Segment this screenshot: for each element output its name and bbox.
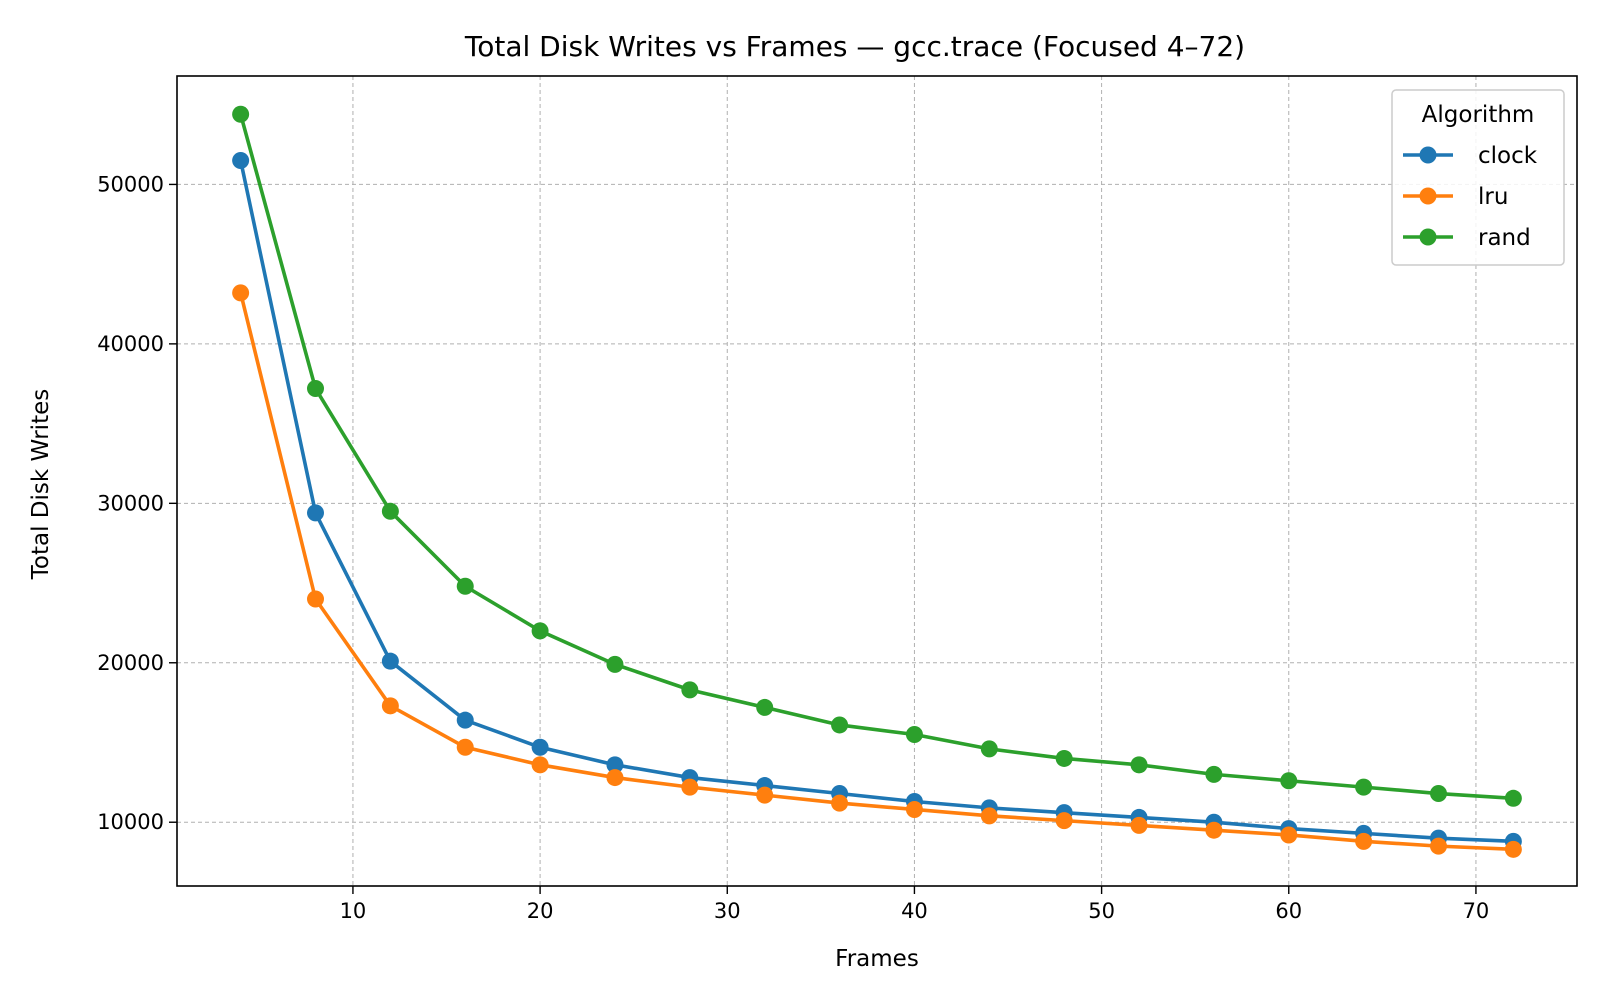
data-point-rand: [756, 698, 774, 716]
series-line-rand: [238, 112, 1516, 801]
data-point-rand: [456, 577, 474, 595]
x-tick-label: 30: [714, 899, 741, 923]
data-point-clock: [606, 756, 624, 774]
data-point-rand: [606, 655, 624, 673]
data-point-clock: [456, 711, 474, 729]
data-point-lru: [1205, 821, 1223, 839]
legend-label-rand: rand: [1478, 225, 1531, 251]
data-point-rand: [1205, 765, 1223, 783]
x-tick-label: 70: [1463, 899, 1490, 923]
data-point-lru: [307, 590, 325, 608]
y-tick-label: 10000: [97, 810, 164, 834]
data-point-lru: [831, 794, 849, 812]
data-point-lru: [905, 800, 923, 818]
x-axis-label: Frames: [835, 946, 919, 972]
data-point-rand: [381, 502, 399, 520]
data-point-lru: [756, 786, 774, 804]
y-tick-label: 40000: [97, 332, 164, 356]
data-point-lru: [381, 697, 399, 715]
grid-layer: [177, 76, 1577, 886]
data-point-rand: [831, 716, 849, 734]
y-tick-label: 20000: [97, 651, 164, 675]
legend-entries: clock lru rand: [1403, 143, 1538, 251]
data-point-rand: [681, 681, 699, 699]
data-point-clock: [531, 738, 549, 756]
series-line-lru: [238, 291, 1516, 852]
data-point-lru: [606, 769, 624, 787]
y-tick-label: 50000: [97, 172, 164, 196]
data-point-lru: [232, 284, 250, 302]
x-tick-label: 50: [1088, 899, 1115, 923]
data-point-lru: [1429, 837, 1447, 855]
data-point-rand: [905, 726, 923, 744]
series-line-clock: [238, 158, 1516, 844]
data-point-lru: [1130, 816, 1148, 834]
x-tick-label: 40: [901, 899, 928, 923]
legend-marker-rand: [1419, 228, 1437, 246]
data-point-rand: [1429, 785, 1447, 803]
data-point-lru: [1355, 832, 1373, 850]
data-point-lru: [531, 756, 549, 774]
data-point-lru: [456, 738, 474, 756]
data-point-rand: [232, 105, 250, 123]
data-point-rand: [1504, 789, 1522, 807]
data-point-clock: [232, 152, 250, 170]
series-layer: [232, 105, 1522, 858]
data-point-lru: [1055, 812, 1073, 830]
data-point-clock: [307, 504, 325, 522]
plot-frame: [176, 75, 1578, 887]
data-point-lru: [1504, 840, 1522, 858]
legend: Algorithm clock lru rand: [1391, 89, 1565, 266]
data-point-rand: [531, 622, 549, 640]
tick-layer: 10 20 30 40 50 60 70 10000 20000 30000 40000 50000: [97, 172, 1489, 923]
legend-label-lru: lru: [1478, 184, 1508, 210]
data-point-rand: [1280, 772, 1298, 790]
x-tick-label: 60: [1275, 899, 1302, 923]
x-tick-label: 10: [340, 899, 367, 923]
data-point-lru: [681, 778, 699, 796]
data-point-rand: [1355, 778, 1373, 796]
legend-marker-clock: [1419, 146, 1437, 164]
y-axis-label: Total Disk Writes: [28, 389, 54, 580]
data-point-lru: [1280, 826, 1298, 844]
legend-label-clock: clock: [1478, 143, 1538, 169]
chart-title: Total Disk Writes vs Frames — gcc.trace …: [464, 30, 1245, 63]
data-point-rand: [980, 740, 998, 758]
data-point-rand: [1130, 756, 1148, 774]
legend-title: Algorithm: [1422, 102, 1535, 128]
x-tick-label: 20: [527, 899, 554, 923]
data-point-lru: [980, 807, 998, 825]
data-point-rand: [307, 380, 325, 398]
legend-marker-lru: [1419, 187, 1437, 205]
y-tick-label: 30000: [97, 491, 164, 515]
data-point-rand: [1055, 749, 1073, 767]
legend-box: [1391, 89, 1565, 266]
data-point-clock: [381, 652, 399, 670]
